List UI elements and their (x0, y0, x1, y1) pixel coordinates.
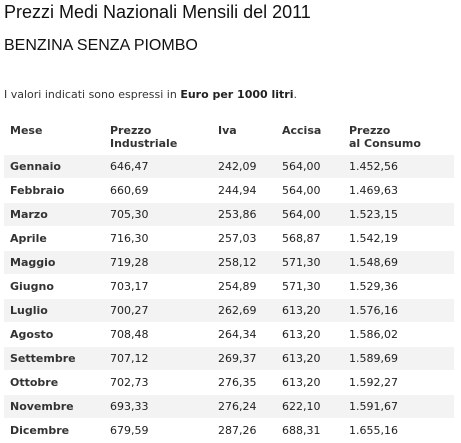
cell-iva: 276,35 (218, 376, 257, 389)
cell-mese: Giugno (10, 280, 54, 293)
table-header-row: Mese Prezzo Industriale Iva Accisa Prezzo… (4, 121, 454, 155)
table-row: Luglio 700,27 262,69 613,20 1.576,16 (4, 298, 454, 323)
cell-prezzo-industriale: 716,30 (110, 232, 149, 245)
table-row: Novembre 693,33 276,24 622,10 1.591,67 (4, 394, 454, 419)
header-iva: Iva (212, 121, 276, 155)
cell-iva: 264,34 (218, 328, 257, 341)
cell-prezzo-consumo: 1.542,19 (349, 232, 398, 245)
cell-mese: Agosto (10, 328, 54, 341)
cell-prezzo-industriale: 708,48 (110, 328, 149, 341)
header-accisa: Accisa (276, 121, 343, 155)
header-mese-label: Mese (10, 124, 43, 137)
cell-iva: 242,09 (218, 160, 257, 173)
cell-prezzo-industriale: 660,69 (110, 184, 149, 197)
cell-accisa: 613,20 (282, 304, 321, 317)
cell-prezzo-industriale: 702,73 (110, 376, 149, 389)
cell-iva: 257,03 (218, 232, 257, 245)
cell-prezzo-industriale: 719,28 (110, 256, 149, 269)
cell-accisa: 613,20 (282, 352, 321, 365)
cell-prezzo-consumo: 1.576,16 (349, 304, 398, 317)
table-row: Ottobre 702,73 276,35 613,20 1.592,27 (4, 370, 454, 395)
cell-prezzo-industriale: 646,47 (110, 160, 149, 173)
cell-iva: 244,94 (218, 184, 257, 197)
cell-prezzo-industriale: 703,17 (110, 280, 149, 293)
cell-mese: Dicembre (10, 424, 70, 437)
cell-prezzo-consumo: 1.592,27 (349, 376, 398, 389)
cell-mese: Maggio (10, 256, 56, 269)
header-mese: Mese (4, 121, 104, 155)
cell-iva: 258,12 (218, 256, 257, 269)
units-note: I valori indicati sono espressi in Euro … (4, 88, 297, 101)
cell-iva: 253,86 (218, 208, 257, 221)
header-consumo-line2: al Consumo (349, 137, 421, 150)
table-row: Maggio 719,28 258,12 571,30 1.548,69 (4, 250, 454, 275)
units-note-suffix: . (293, 88, 298, 101)
table-row: Agosto 708,48 264,34 613,20 1.586,02 (4, 322, 454, 347)
cell-prezzo-consumo: 1.469,63 (349, 184, 398, 197)
cell-prezzo-consumo: 1.655,16 (349, 424, 398, 437)
units-note-unit: Euro per 1000 litri (180, 88, 294, 101)
cell-iva: 262,69 (218, 304, 257, 317)
cell-mese: Novembre (10, 400, 74, 413)
cell-accisa: 571,30 (282, 280, 321, 293)
cell-prezzo-consumo: 1.586,02 (349, 328, 398, 341)
table-row: Giugno 703,17 254,89 571,30 1.529,36 (4, 274, 454, 299)
cell-mese: Febbraio (10, 184, 65, 197)
cell-prezzo-industriale: 679,59 (110, 424, 149, 437)
units-note-prefix: I valori indicati sono espressi in (4, 88, 181, 101)
cell-iva: 269,37 (218, 352, 257, 365)
cell-accisa: 564,00 (282, 184, 321, 197)
price-table: Mese Prezzo Industriale Iva Accisa Prezzo… (4, 121, 454, 443)
cell-accisa: 571,30 (282, 256, 321, 269)
cell-mese: Marzo (10, 208, 48, 221)
header-prezzo-industriale: Prezzo Industriale (104, 121, 212, 155)
cell-accisa: 613,20 (282, 328, 321, 341)
cell-prezzo-consumo: 1.589,69 (349, 352, 398, 365)
header-industriale-line2: Industriale (110, 137, 178, 150)
cell-accisa: 613,20 (282, 376, 321, 389)
header-accisa-label: Accisa (282, 124, 322, 137)
cell-mese: Gennaio (10, 160, 61, 173)
header-iva-label: Iva (218, 124, 237, 137)
cell-prezzo-industriale: 705,30 (110, 208, 149, 221)
cell-accisa: 568,87 (282, 232, 321, 245)
cell-accisa: 622,10 (282, 400, 321, 413)
cell-accisa: 564,00 (282, 208, 321, 221)
cell-prezzo-industriale: 707,12 (110, 352, 149, 365)
cell-mese: Luglio (10, 304, 48, 317)
cell-prezzo-consumo: 1.529,36 (349, 280, 398, 293)
page-title: Prezzi Medi Nazionali Mensili del 2011 (4, 2, 311, 22)
cell-prezzo-consumo: 1.548,69 (349, 256, 398, 269)
table-row: Settembre 707,12 269,37 613,20 1.589,69 (4, 346, 454, 371)
cell-iva: 276,24 (218, 400, 257, 413)
cell-mese: Aprile (10, 232, 47, 245)
cell-prezzo-consumo: 1.523,15 (349, 208, 398, 221)
cell-mese: Ottobre (10, 376, 59, 389)
table-row: Febbraio 660,69 244,94 564,00 1.469,63 (4, 178, 454, 203)
header-prezzo-consumo: Prezzo al Consumo (343, 121, 454, 155)
header-industriale-line1: Prezzo (110, 124, 152, 137)
cell-mese: Settembre (10, 352, 76, 365)
table-row: Aprile 716,30 257,03 568,87 1.542,19 (4, 226, 454, 251)
cell-accisa: 564,00 (282, 160, 321, 173)
table-row: Marzo 705,30 253,86 564,00 1.523,15 (4, 202, 454, 227)
header-consumo-line1: Prezzo (349, 124, 391, 137)
cell-accisa: 688,31 (282, 424, 321, 437)
cell-prezzo-industriale: 700,27 (110, 304, 149, 317)
cell-iva: 254,89 (218, 280, 257, 293)
cell-prezzo-industriale: 693,33 (110, 400, 149, 413)
cell-prezzo-consumo: 1.452,56 (349, 160, 398, 173)
cell-prezzo-consumo: 1.591,67 (349, 400, 398, 413)
cell-iva: 287,26 (218, 424, 257, 437)
table-row: Gennaio 646,47 242,09 564,00 1.452,56 (4, 155, 454, 179)
table-body: Gennaio 646,47 242,09 564,00 1.452,56 Febbrai… (4, 155, 454, 443)
fuel-type-heading: BENZINA SENZA PIOMBO (4, 37, 198, 54)
